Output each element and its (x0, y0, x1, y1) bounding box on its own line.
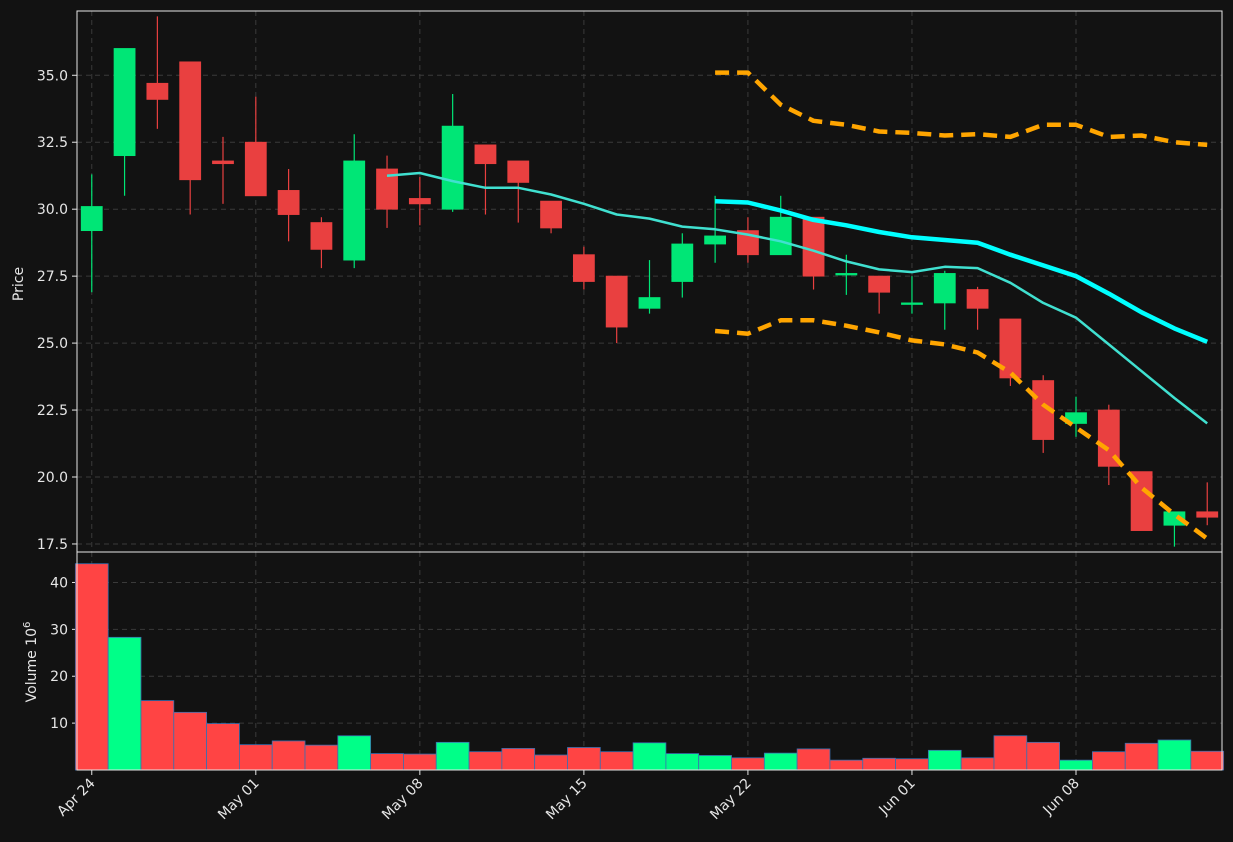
candle-down (540, 200, 562, 229)
volume-bar-down (206, 723, 240, 771)
candle-up (441, 125, 464, 210)
volume-bar-down (74, 563, 109, 771)
volume-bar-down (1026, 741, 1061, 771)
volume-bar-up (435, 741, 470, 771)
candle-down (605, 275, 628, 328)
volume-bar-up (665, 753, 700, 771)
volume-tick-label: 20 (50, 669, 68, 685)
candle-down (966, 289, 989, 309)
candle-up (769, 216, 792, 256)
candle-down (376, 168, 398, 210)
volume-panel-frame (76, 551, 1223, 771)
volume-bar-down (599, 751, 634, 771)
price-tick-label: 17.5 (37, 537, 68, 553)
volume-bar-down (501, 748, 536, 771)
price-axis-ticks: 17.5 20.0 22.5 25.0 27.5 30.0 32.5 35.0 (37, 68, 77, 553)
volume-bar-down (796, 748, 831, 771)
candle-up (671, 243, 694, 282)
volume-bar-down (1124, 742, 1159, 771)
candle-up (901, 302, 923, 305)
candle-up (80, 206, 103, 232)
candle-down (999, 318, 1022, 379)
candle-down (1130, 471, 1153, 531)
price-tick-label: 20.0 (37, 470, 68, 486)
candle-down (146, 82, 169, 100)
volume-bar-down (993, 735, 1028, 771)
volume-tick-label: 30 (50, 622, 68, 638)
volume-bar-up (1157, 739, 1192, 771)
candle-down (408, 198, 431, 205)
price-tick-label: 35.0 (37, 68, 68, 84)
candle-up (343, 160, 366, 261)
volume-bar-down (304, 744, 339, 771)
candle-down (277, 190, 300, 215)
volume-axis-label: Volume 106 (22, 622, 40, 703)
candle-up (1163, 511, 1186, 526)
candle-down (244, 141, 267, 197)
candle-down (179, 61, 202, 181)
candle-up (933, 273, 956, 304)
volume-bar-up (698, 755, 732, 771)
volume-bar-down (567, 747, 601, 771)
volume-bar-down (829, 759, 864, 771)
volume-bar-down (534, 754, 568, 771)
volume-bar-up (927, 749, 962, 771)
overlay-lines (386, 70, 1209, 541)
volume-bar-up (763, 752, 798, 771)
volume-bar-up (632, 742, 667, 771)
price-panel: 17.5 20.0 22.5 25.0 27.5 30.0 32.5 35.0 Price (11, 10, 1223, 553)
candle-up (113, 48, 136, 157)
volume-bar-down (862, 757, 896, 771)
volume-bar-down (895, 758, 929, 771)
candle-down (868, 275, 891, 293)
price-tick-label: 27.5 (37, 269, 68, 285)
volume-bar-down (271, 740, 306, 771)
price-axis-label: Price (11, 267, 27, 301)
volume-bar-down (238, 744, 273, 771)
volume-bar-up (337, 735, 372, 771)
candles (80, 16, 1219, 547)
volume-bar-down (1092, 751, 1126, 771)
volume-bar-down (731, 757, 765, 771)
volume-bar-down (960, 757, 995, 771)
price-tick-label: 30.0 (37, 202, 68, 218)
lower-band-line (714, 318, 1209, 541)
price-tick-label: 32.5 (37, 135, 68, 151)
candle-up (835, 273, 858, 276)
candle-down (802, 216, 825, 277)
candle-down (1196, 511, 1219, 518)
candle-down (474, 144, 497, 165)
volume-bar-up (107, 636, 142, 771)
volume-grid (77, 552, 1222, 770)
candle-down (572, 254, 595, 282)
moving-average-short-line (386, 171, 1208, 425)
upper-band-line (715, 70, 1208, 148)
candle-down (310, 222, 333, 250)
volume-bar-down (140, 700, 175, 771)
candle-down (212, 160, 234, 165)
volume-bar-down (403, 753, 437, 771)
price-tick-label: 25.0 (37, 336, 68, 352)
candle-down (507, 160, 530, 183)
candle-up (704, 235, 727, 245)
volume-tick-label: 40 (50, 575, 68, 591)
volume-tick-label: 10 (50, 716, 68, 732)
volume-bar-down (173, 711, 207, 771)
volume-bar-down (468, 751, 503, 771)
candle-down (1097, 409, 1120, 467)
volume-axis-ticks: 10 20 30 40 (50, 575, 77, 732)
volume-bar-down (1190, 750, 1225, 771)
moving-average-long-line (715, 198, 1209, 344)
volume-bar-up (1059, 759, 1093, 771)
candle-up (638, 297, 661, 309)
price-tick-label: 22.5 (37, 403, 68, 419)
volume-bar-down (370, 753, 404, 771)
